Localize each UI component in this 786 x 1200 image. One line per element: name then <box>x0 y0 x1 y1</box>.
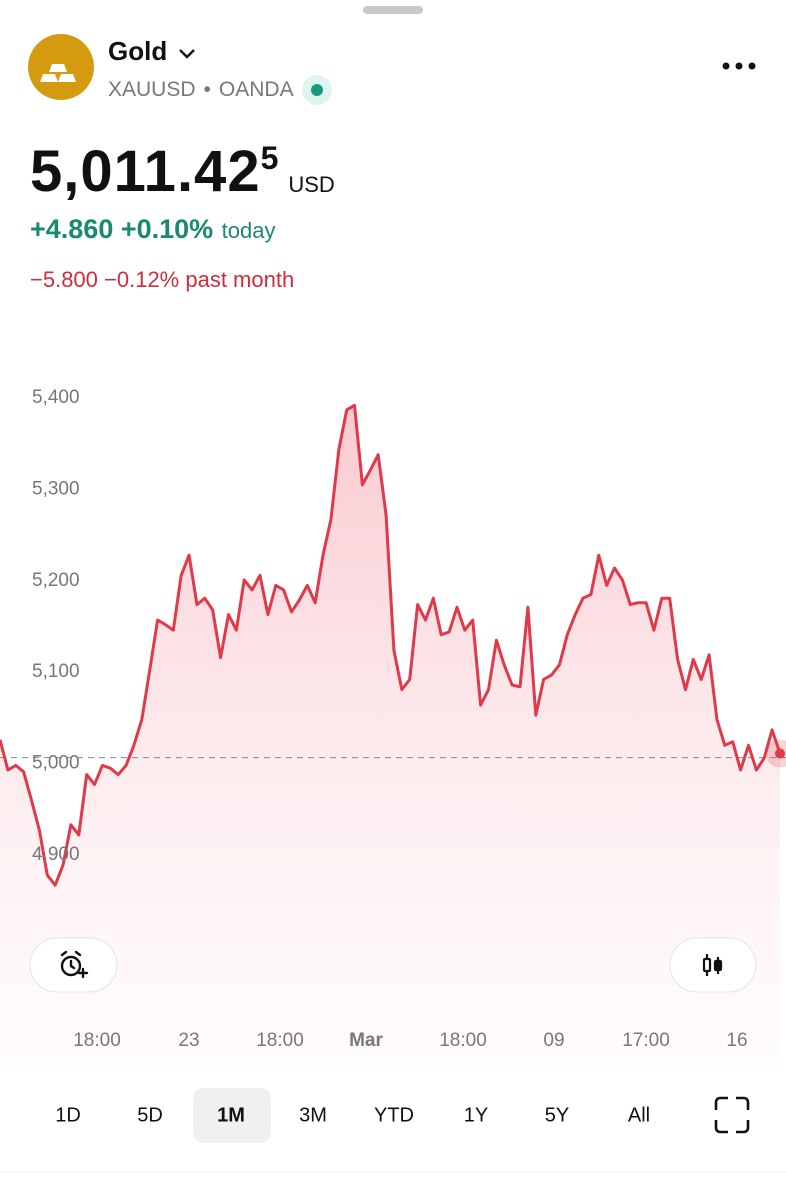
y-tick-label: 5,000 <box>32 753 80 774</box>
last-point <box>775 748 785 759</box>
alert-button[interactable] <box>29 937 118 993</box>
alarm-icon <box>60 950 89 979</box>
title-row[interactable]: Gold <box>108 36 196 67</box>
range-tab[interactable]: 5Y <box>545 1104 569 1126</box>
market-status <box>301 75 332 105</box>
y-tick-label: 5,100 <box>32 661 80 682</box>
selected-tab-bg <box>193 1088 271 1143</box>
exchange: OANDA <box>218 78 294 101</box>
x-axis-label: 23 <box>178 1030 199 1051</box>
range-tab[interactable]: YTD <box>374 1104 414 1126</box>
symbol-row: XAUUSD • OANDA <box>108 75 332 105</box>
range-tab[interactable]: 1M <box>217 1104 245 1126</box>
x-axis-label: 09 <box>543 1030 564 1051</box>
y-tick-label: 5,200 <box>32 570 80 591</box>
fullscreen-button[interactable] <box>714 1096 750 1134</box>
range-tab[interactable]: All <box>628 1104 650 1126</box>
range-tab[interactable]: 5D <box>137 1104 163 1126</box>
asset-name: Gold <box>108 36 168 66</box>
x-axis-label: 18:00 <box>256 1030 304 1051</box>
chart-style-button[interactable] <box>669 937 757 993</box>
candles-icon <box>702 954 723 976</box>
y-tick-label: 4,900 <box>32 844 80 865</box>
symbol: XAUUSD <box>108 78 196 101</box>
dropdown-chevron <box>179 49 196 59</box>
gold-bars-icon <box>40 64 76 82</box>
x-axis-label: Mar <box>349 1030 383 1051</box>
area-fill <box>0 405 780 1070</box>
currency: USD <box>288 172 335 197</box>
month-change: −5.800 −0.12% past month <box>30 267 295 292</box>
separator: • <box>203 78 211 101</box>
more-menu[interactable] <box>715 52 759 85</box>
x-axis-label: 16 <box>726 1030 747 1051</box>
today-label: today <box>221 218 276 243</box>
y-tick-label: 5,300 <box>32 478 80 499</box>
today-change: +4.860 +0.10% <box>30 214 214 244</box>
y-tick-label: 5,400 <box>32 387 80 408</box>
price-last-digit: 5 <box>260 140 279 176</box>
range-tab[interactable]: 1D <box>55 1104 81 1126</box>
x-axis-label: 18:00 <box>439 1030 487 1051</box>
price-row: 5,011.42 5 USD <box>30 138 335 205</box>
range-tab[interactable]: 3M <box>299 1104 327 1126</box>
price-line <box>0 403 782 887</box>
x-axis-label: 18:00 <box>73 1030 121 1051</box>
range-tab[interactable]: 1Y <box>464 1104 488 1126</box>
x-axis-label: 17:00 <box>622 1030 670 1051</box>
drag-handle[interactable] <box>363 6 423 14</box>
gold-logo <box>28 34 94 100</box>
today-change-row: +4.860 +0.10% today <box>30 214 275 245</box>
price: 5,011.42 <box>30 139 261 204</box>
